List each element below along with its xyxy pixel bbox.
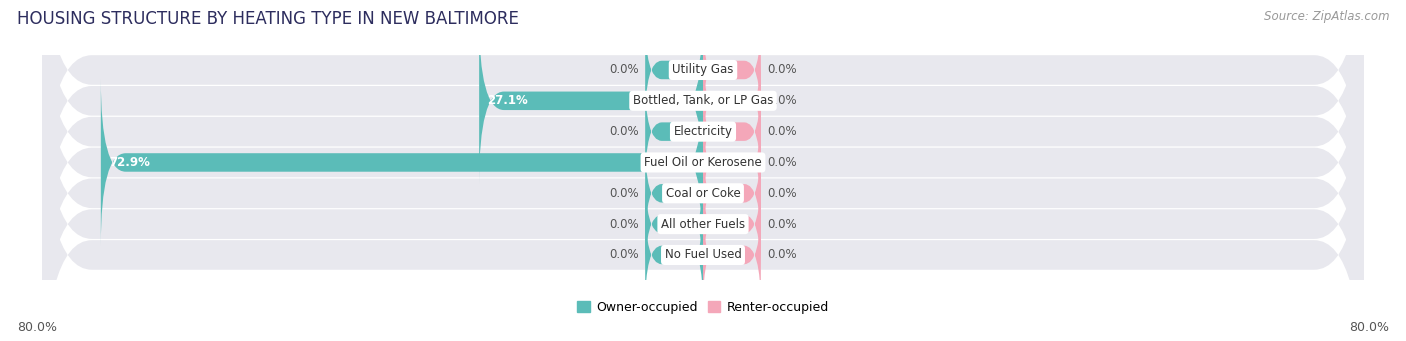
FancyBboxPatch shape <box>645 203 703 307</box>
Text: 0.0%: 0.0% <box>609 218 638 231</box>
Text: Coal or Coke: Coal or Coke <box>665 187 741 200</box>
FancyBboxPatch shape <box>703 141 761 246</box>
FancyBboxPatch shape <box>42 0 1364 302</box>
Text: 80.0%: 80.0% <box>17 321 56 334</box>
Text: Electricity: Electricity <box>673 125 733 138</box>
Text: 0.0%: 0.0% <box>768 249 797 262</box>
Text: Bottled, Tank, or LP Gas: Bottled, Tank, or LP Gas <box>633 94 773 107</box>
FancyBboxPatch shape <box>645 79 703 184</box>
FancyBboxPatch shape <box>42 0 1364 271</box>
Text: All other Fuels: All other Fuels <box>661 218 745 231</box>
Text: 0.0%: 0.0% <box>609 63 638 76</box>
FancyBboxPatch shape <box>645 141 703 246</box>
Text: HOUSING STRUCTURE BY HEATING TYPE IN NEW BALTIMORE: HOUSING STRUCTURE BY HEATING TYPE IN NEW… <box>17 10 519 28</box>
Text: No Fuel Used: No Fuel Used <box>665 249 741 262</box>
Text: Fuel Oil or Kerosene: Fuel Oil or Kerosene <box>644 156 762 169</box>
Legend: Owner-occupied, Renter-occupied: Owner-occupied, Renter-occupied <box>578 301 828 314</box>
FancyBboxPatch shape <box>703 18 761 122</box>
Text: 27.1%: 27.1% <box>488 94 529 107</box>
Text: 72.9%: 72.9% <box>110 156 150 169</box>
Text: 0.0%: 0.0% <box>768 156 797 169</box>
Text: 0.0%: 0.0% <box>768 187 797 200</box>
FancyBboxPatch shape <box>645 172 703 277</box>
FancyBboxPatch shape <box>42 0 1364 333</box>
Text: 0.0%: 0.0% <box>768 125 797 138</box>
Text: 0.0%: 0.0% <box>609 187 638 200</box>
Text: 0.0%: 0.0% <box>768 94 797 107</box>
FancyBboxPatch shape <box>479 18 703 184</box>
Text: 80.0%: 80.0% <box>1350 321 1389 334</box>
FancyBboxPatch shape <box>42 85 1364 341</box>
FancyBboxPatch shape <box>703 172 761 277</box>
Text: 0.0%: 0.0% <box>609 249 638 262</box>
FancyBboxPatch shape <box>42 0 1364 240</box>
FancyBboxPatch shape <box>703 203 761 307</box>
FancyBboxPatch shape <box>703 110 761 215</box>
Text: Source: ZipAtlas.com: Source: ZipAtlas.com <box>1264 10 1389 23</box>
FancyBboxPatch shape <box>101 79 703 246</box>
Text: 0.0%: 0.0% <box>609 125 638 138</box>
FancyBboxPatch shape <box>42 54 1364 341</box>
Text: Utility Gas: Utility Gas <box>672 63 734 76</box>
Text: 0.0%: 0.0% <box>768 218 797 231</box>
FancyBboxPatch shape <box>703 48 761 153</box>
FancyBboxPatch shape <box>703 79 761 184</box>
FancyBboxPatch shape <box>645 18 703 122</box>
FancyBboxPatch shape <box>42 23 1364 341</box>
Text: 0.0%: 0.0% <box>768 63 797 76</box>
